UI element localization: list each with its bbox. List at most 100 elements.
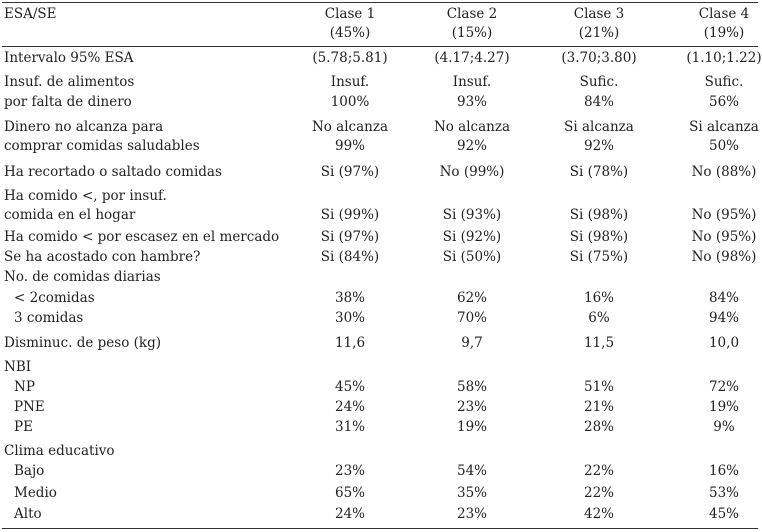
cell: 23% (456, 399, 487, 415)
cell: 62% (456, 290, 487, 306)
cell: Si (92%) (442, 229, 502, 245)
table-row: NBI (2, 358, 760, 376)
cell: Si alcanza (689, 119, 759, 135)
row-label: Insuf. de alimentos (4, 74, 135, 90)
cell: 24% (334, 399, 365, 415)
cell: No (95%) (691, 229, 757, 245)
header-row-1: ESA/SE Clase 1 Clase 2 Clase 3 Clase 4 (2, 5, 760, 23)
table-row: Insuf. de alimentos Insuf. Insuf. Sufic.… (2, 73, 760, 91)
cell: Si (78%) (569, 164, 629, 180)
row-label: Ha comido <, por insuf. (4, 188, 167, 204)
row-label: Ha recortado o saltado comidas (4, 164, 222, 180)
cell: 11,6 (334, 335, 366, 351)
cell: 92% (456, 138, 487, 154)
table-row: NP 45% 58% 51% 72% (2, 378, 760, 396)
cell: Si (99%) (320, 207, 380, 223)
cell: Insuf. (330, 74, 370, 90)
table-row: Se ha acostado con hambre? Si (84%) Si (… (2, 248, 760, 266)
cell: No (99%) (439, 164, 505, 180)
table-row: por falta de dinero 100% 93% 84% 56% (2, 93, 760, 111)
cell: 9% (713, 419, 735, 435)
header-rule (2, 46, 758, 47)
cell: Sufic. (579, 74, 619, 90)
row-label: < 2comidas (14, 290, 95, 306)
cell: Si (97%) (320, 164, 380, 180)
top-rule (2, 2, 758, 3)
cell: Insuf. (452, 74, 492, 90)
class-4-name: Clase 4 (698, 6, 750, 22)
table-row: No. de comidas diarias (2, 268, 760, 286)
cell: 100% (330, 94, 370, 110)
row-label: comprar comidas saludables (4, 138, 200, 154)
table-row: Bajo 23% 54% 22% 16% (2, 462, 760, 480)
cell: Si (75%) (569, 249, 629, 265)
table-row: Clima educativo (2, 442, 760, 460)
cell: 99% (334, 138, 365, 154)
table-row: PE 31% 19% 28% 9% (2, 418, 760, 436)
cell: 30% (334, 310, 365, 326)
table-row: Intervalo 95% ESA (5.78;5.81) (4.17;4.27… (2, 49, 762, 67)
table-row: Dinero no alcanza para No alcanza No alc… (2, 118, 760, 136)
cell: 53% (708, 485, 739, 501)
cell: 93% (456, 94, 487, 110)
table-row: < 2comidas 38% 62% 16% 84% (2, 289, 760, 307)
cell: No alcanza (311, 119, 389, 135)
cell: 9,7 (461, 335, 483, 351)
cell: 31% (334, 419, 365, 435)
class-3-name: Clase 3 (573, 6, 625, 22)
cell: 84% (708, 290, 739, 306)
cell: 54% (456, 463, 487, 479)
row-label: Dinero no alcanza para (4, 119, 164, 135)
cell: Si (98%) (569, 229, 629, 245)
cell: Si (98%) (569, 207, 629, 223)
row-label: No. de comidas diarias (4, 269, 161, 285)
cell: No (95%) (691, 207, 757, 223)
row-label: NP (14, 379, 35, 395)
cell: 6% (588, 310, 610, 326)
cell: 51% (583, 379, 614, 395)
cell: 16% (583, 290, 614, 306)
cell: 72% (708, 379, 739, 395)
table-row: PNE 24% 23% 21% 19% (2, 398, 760, 416)
row-label: NBI (4, 359, 32, 375)
class-1-pct: (45%) (329, 25, 371, 41)
row-label: Se ha acostado con hambre? (4, 249, 201, 265)
table-row: Medio 65% 35% 22% 53% (2, 484, 760, 502)
row-label: Disminuc. de peso (kg) (4, 335, 161, 351)
row-label: Clima educativo (4, 443, 115, 459)
cell: 22% (583, 485, 614, 501)
row-label: 3 comidas (14, 310, 84, 326)
cell: No (98%) (691, 249, 757, 265)
cell: 84% (583, 94, 614, 110)
cell: 11,5 (583, 335, 615, 351)
cell: No (88%) (691, 164, 757, 180)
cell: 56% (708, 94, 739, 110)
table-row: 3 comidas 30% 70% 6% 94% (2, 309, 760, 327)
cell: 28% (583, 419, 614, 435)
class-4-pct: (19%) (703, 25, 745, 41)
class-3-pct: (21%) (578, 25, 620, 41)
row-label: Alto (14, 506, 42, 522)
row-label: comida en el hogar (4, 207, 136, 223)
cell: 45% (334, 379, 365, 395)
table-row: Alto 24% 23% 42% 45% (2, 505, 760, 523)
table-row: Ha comido <, por insuf. (2, 187, 760, 205)
cell: Si (97%) (320, 229, 380, 245)
row-label: por falta de dinero (4, 94, 132, 110)
cell: (4.17;4.27) (434, 50, 510, 66)
table-row: Ha recortado o saltado comidas Si (97%) … (2, 163, 760, 181)
row-label: PNE (14, 399, 45, 415)
cell: Si alcanza (564, 119, 634, 135)
cell: 21% (583, 399, 614, 415)
cell: 50% (708, 138, 739, 154)
cell: 16% (708, 463, 739, 479)
cell: 92% (583, 138, 614, 154)
cell: 38% (334, 290, 365, 306)
table-row: comprar comidas saludables 99% 92% 92% 5… (2, 137, 760, 155)
cell: 35% (456, 485, 487, 501)
cell: 94% (708, 310, 739, 326)
class-2-pct: (15%) (451, 25, 493, 41)
table-row: comida en el hogar Si (99%) Si (93%) Si … (2, 206, 760, 224)
cell: Sufic. (704, 74, 744, 90)
cell: 65% (334, 485, 365, 501)
